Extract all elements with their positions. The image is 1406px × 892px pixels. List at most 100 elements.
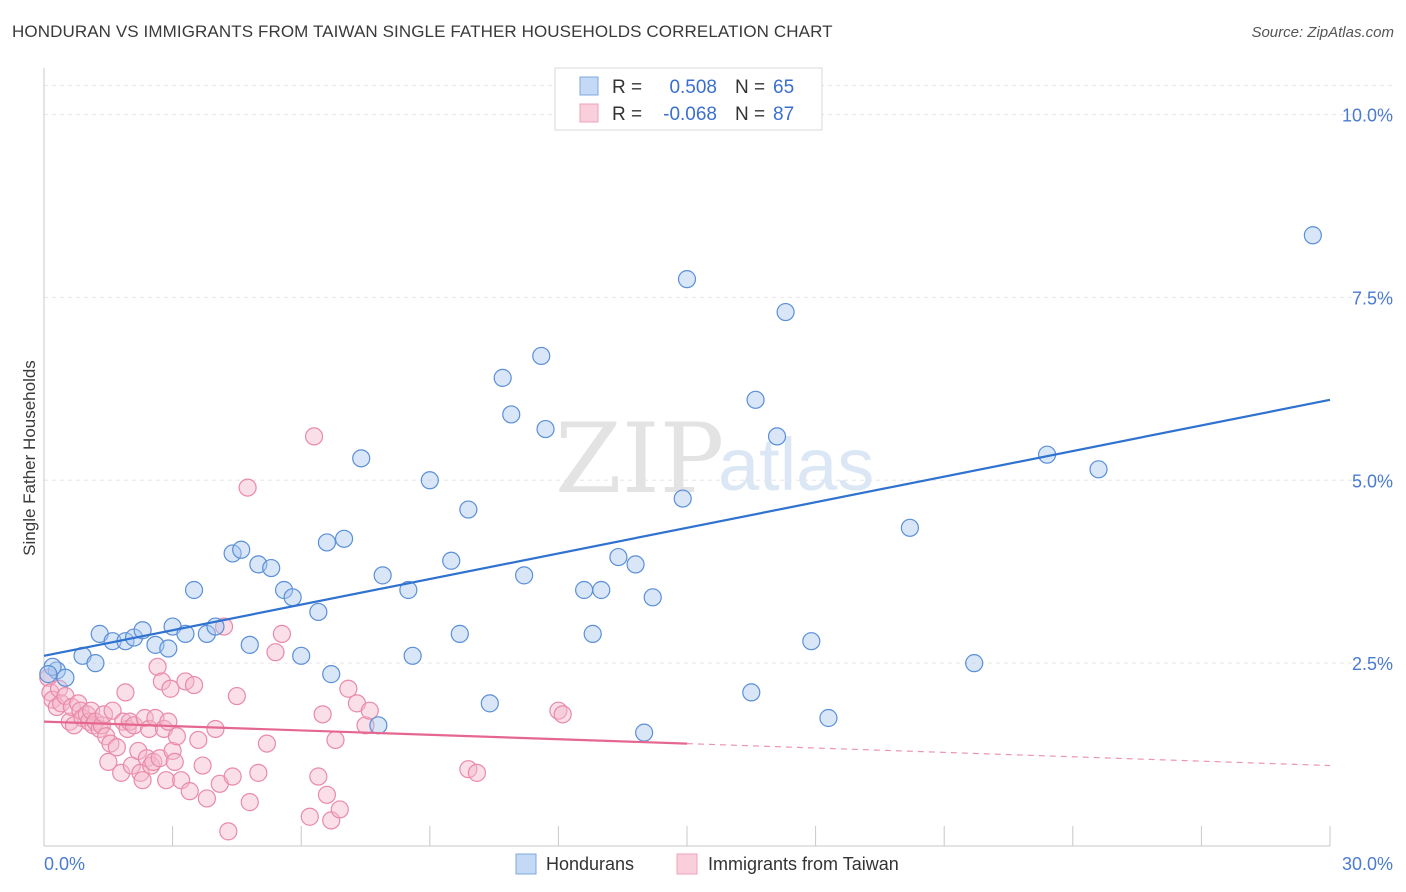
honduran-point xyxy=(309,602,328,622)
taiwan-point xyxy=(356,716,375,735)
taiwan-point xyxy=(135,708,154,728)
honduran-point xyxy=(819,708,838,728)
honduran-point xyxy=(232,540,251,559)
trend-lines xyxy=(43,398,1331,767)
taiwan-point xyxy=(360,701,379,720)
legend-n-value-2: 87 xyxy=(773,104,794,125)
honduran-point xyxy=(575,580,594,600)
y-tick-label: 10.0% xyxy=(1342,106,1393,126)
y-tick-label: 2.5% xyxy=(1352,654,1393,674)
honduran-point xyxy=(86,654,105,673)
taiwan-point xyxy=(99,752,118,771)
honduran-point xyxy=(480,694,499,713)
taiwan-point xyxy=(165,752,184,771)
honduran-point xyxy=(39,665,58,684)
honduran-point xyxy=(493,368,512,387)
taiwan-point xyxy=(49,679,69,698)
honduran-point xyxy=(334,529,354,548)
taiwan-point xyxy=(167,727,186,746)
honduran-point xyxy=(459,500,478,519)
trend-line-hondurans xyxy=(43,398,1331,657)
taiwan-point xyxy=(189,730,208,750)
honduran-point xyxy=(592,580,611,600)
taiwan-point xyxy=(339,679,358,698)
bottom-legend-swatch-hondurans xyxy=(515,853,537,875)
taiwan-point xyxy=(184,675,204,695)
watermark-atlas: atlas xyxy=(718,423,874,506)
honduran-point xyxy=(742,683,761,702)
legend-r-value-2: -0.068 xyxy=(663,104,717,125)
honduran-point xyxy=(420,471,439,490)
honduran-point xyxy=(502,405,521,424)
taiwan-point xyxy=(206,719,225,739)
honduran-point xyxy=(322,665,341,684)
legend-box xyxy=(554,67,823,131)
taiwan-point xyxy=(317,785,337,804)
taiwan-point xyxy=(272,624,292,643)
taiwan-point xyxy=(238,478,257,497)
taiwan-point xyxy=(116,683,135,702)
honduran-point xyxy=(635,723,654,742)
trend-line-taiwan xyxy=(43,720,688,745)
honduran-point xyxy=(352,449,371,468)
taiwan-point xyxy=(553,705,572,724)
x-ticks xyxy=(43,826,1331,846)
honduran-point xyxy=(292,646,311,665)
honduran-point xyxy=(403,646,422,665)
taiwan-point xyxy=(467,763,487,782)
taiwan-point xyxy=(161,679,180,698)
honduran-point xyxy=(399,580,418,600)
honduran-point xyxy=(673,489,692,508)
honduran-point xyxy=(515,566,534,585)
y-axis-label: Single Father Households xyxy=(20,360,39,556)
y-tick-labels: 2.5% 5.0% 7.5% 10.0% xyxy=(1342,106,1393,675)
taiwan-point xyxy=(309,767,328,786)
honduran-point xyxy=(776,302,795,322)
honduran-point xyxy=(262,558,281,578)
taiwan-point xyxy=(107,738,126,757)
series-taiwan-points xyxy=(39,427,572,841)
honduran-point xyxy=(442,551,461,570)
honduran-point xyxy=(746,390,765,409)
taiwan-point xyxy=(313,705,332,724)
honduran-point xyxy=(369,716,388,735)
honduran-point xyxy=(240,635,259,654)
honduran-point xyxy=(373,566,392,585)
taiwan-point xyxy=(148,657,167,676)
taiwan-point xyxy=(223,767,242,786)
taiwan-point xyxy=(249,763,268,782)
honduran-point xyxy=(643,588,662,607)
y-tick-label: 7.5% xyxy=(1352,288,1393,308)
x-tick-label-min: 0.0% xyxy=(44,854,85,874)
bottom-legend-label-taiwan: Immigrants from Taiwan xyxy=(708,854,899,874)
taiwan-point xyxy=(103,701,122,720)
legend-swatch-taiwan xyxy=(579,103,599,123)
bottom-legend-swatch-taiwan xyxy=(676,853,698,875)
watermark-zip: ZIP xyxy=(555,403,724,515)
legend-r-value-1: 0.508 xyxy=(669,77,717,98)
honduran-point xyxy=(609,547,628,567)
honduran-point xyxy=(283,588,302,607)
honduran-point xyxy=(802,632,821,651)
taiwan-point xyxy=(240,793,259,812)
honduran-point xyxy=(965,654,984,673)
taiwan-point xyxy=(112,763,131,782)
honduran-point xyxy=(767,427,787,446)
correlation-legend: R = 0.508 N = 65 R = -0.068 N = 87 xyxy=(554,67,823,131)
legend-swatch-hondurans xyxy=(579,76,599,96)
honduran-point xyxy=(1303,226,1322,245)
taiwan-point xyxy=(193,756,212,775)
source-label: Source: ZipAtlas.com xyxy=(1251,24,1394,41)
taiwan-point xyxy=(92,716,111,735)
legend-r-label-2: R = xyxy=(612,104,642,125)
taiwan-point xyxy=(133,771,152,790)
honduran-point xyxy=(677,270,697,289)
honduran-point xyxy=(900,518,920,537)
series-hondurans-points xyxy=(39,226,1322,742)
x-tick-label-max: 30.0% xyxy=(1342,854,1393,874)
honduran-point xyxy=(56,668,75,687)
taiwan-point xyxy=(304,427,324,446)
chart-title: HONDURAN VS IMMIGRANTS FROM TAIWAN SINGL… xyxy=(12,22,833,41)
series-legend: Hondurans Immigrants from Taiwan xyxy=(515,853,899,875)
